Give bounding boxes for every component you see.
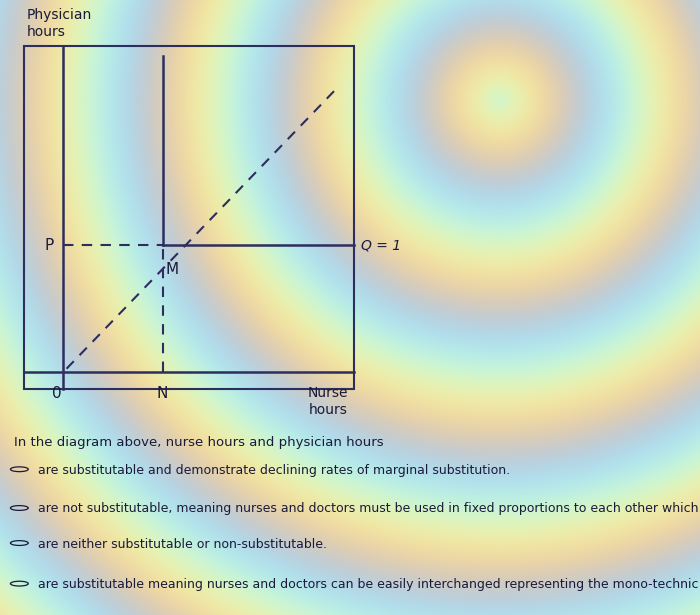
Text: P: P (44, 237, 53, 253)
Text: are neither substitutable or non-substitutable.: are neither substitutable or non-substit… (38, 538, 327, 550)
Text: Q = 1: Q = 1 (361, 238, 401, 252)
Text: are not substitutable, meaning nurses and doctors must be used in fixed proporti: are not substitutable, meaning nurses an… (38, 502, 700, 515)
Text: Physician
hours: Physician hours (27, 8, 92, 39)
Text: are substitutable and demonstrate declining rates of marginal substitution.: are substitutable and demonstrate declin… (38, 464, 510, 477)
Text: Nurse
hours: Nurse hours (307, 386, 348, 417)
Text: 0: 0 (52, 386, 62, 401)
Text: M: M (166, 262, 179, 277)
Text: are substitutable meaning nurses and doctors can be easily interchanged represen: are substitutable meaning nurses and doc… (38, 578, 700, 591)
Text: In the diagram above, nurse hours and physician hours: In the diagram above, nurse hours and ph… (14, 436, 384, 449)
Text: N: N (157, 386, 168, 401)
